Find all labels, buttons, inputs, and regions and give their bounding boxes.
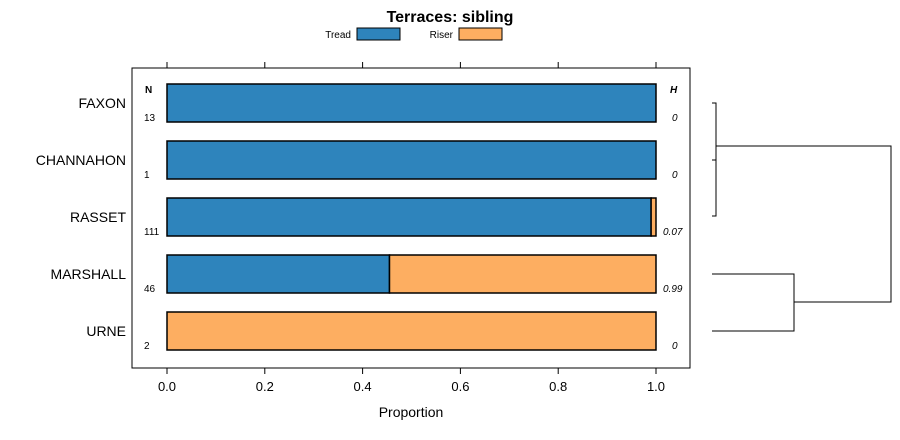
- bar-rasset-riser: [650, 197, 657, 237]
- h-header: H: [670, 85, 678, 96]
- x-tick-label: 0.2: [256, 379, 274, 394]
- bars: [166, 83, 657, 351]
- legend-label-tread: Tread: [325, 30, 351, 41]
- h-labels: 0 0 0.07 0.99 0: [663, 113, 683, 352]
- h-value-channahon: 0: [672, 170, 678, 181]
- n-value-faxon: 13: [144, 113, 156, 124]
- category-label-urne: URNE: [86, 323, 126, 339]
- category-labels: FAXON CHANNAHON RASSET MARSHALL URNE: [36, 95, 127, 339]
- category-label-rasset: RASSET: [70, 209, 126, 225]
- x-tick-label: 0.6: [451, 379, 469, 394]
- x-axis: 0.0 0.2 0.4 0.6 0.8 1.0: [158, 62, 665, 394]
- legend-swatch-tread: [356, 27, 401, 41]
- bar-marshall-tread: [166, 254, 391, 294]
- bar-channahon-tread: [166, 140, 657, 180]
- n-value-urne: 2: [144, 341, 150, 352]
- legend-label-riser: Riser: [430, 30, 454, 41]
- bar-marshall-riser: [388, 254, 657, 294]
- n-header: N: [145, 85, 152, 96]
- dendrogram-branch: [716, 145, 892, 303]
- legend-swatch-riser: [458, 27, 503, 41]
- h-value-urne: 0: [672, 341, 678, 352]
- h-value-faxon: 0: [672, 113, 678, 124]
- h-value-marshall: 0.99: [663, 284, 683, 295]
- legend: Tread Riser: [325, 27, 503, 41]
- n-value-channahon: 1: [144, 170, 150, 181]
- bar-urne-riser: [166, 311, 657, 351]
- x-tick-label: 0.8: [549, 379, 567, 394]
- bar-faxon-tread: [166, 83, 657, 123]
- n-value-marshall: 46: [144, 284, 156, 295]
- chart-title: Terraces: sibling: [387, 9, 514, 26]
- dendrogram: [712, 102, 892, 332]
- x-tick-label: 1.0: [647, 379, 665, 394]
- x-tick-label: 0.4: [354, 379, 372, 394]
- h-value-rasset: 0.07: [663, 227, 683, 238]
- x-tick-label: 0.0: [158, 379, 176, 394]
- category-label-faxon: FAXON: [79, 95, 126, 111]
- bar-rasset-tread: [166, 197, 652, 237]
- plot-frame: [131, 67, 691, 369]
- dendrogram-branch: [712, 273, 795, 332]
- category-label-marshall: MARSHALL: [51, 266, 127, 282]
- x-axis-title: Proportion: [379, 404, 444, 420]
- category-label-channahon: CHANNAHON: [36, 152, 126, 168]
- n-value-rasset: 111: [144, 227, 160, 238]
